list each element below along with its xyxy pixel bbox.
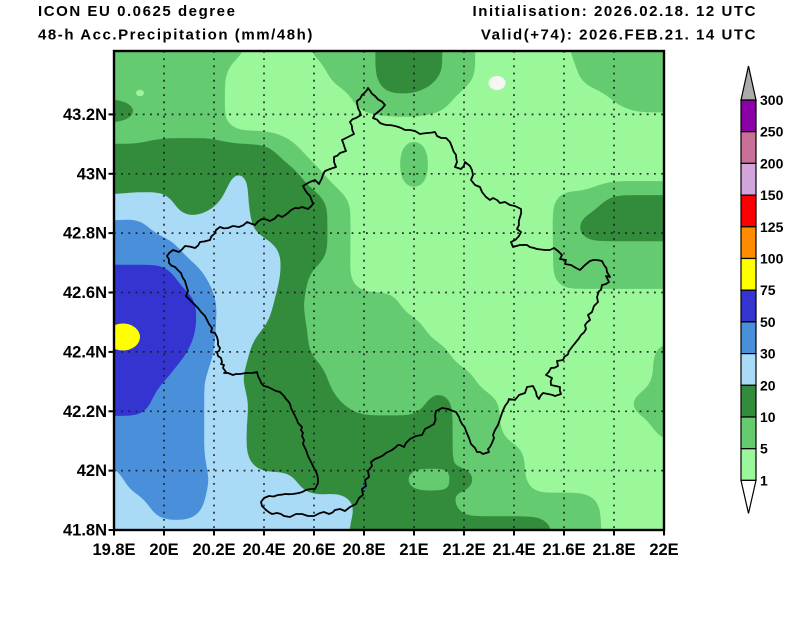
svg-text:20.8E: 20.8E [342,541,385,559]
svg-text:50: 50 [760,314,776,330]
svg-text:19.8E: 19.8E [92,541,135,559]
svg-text:42.4N: 42.4N [63,343,107,361]
svg-text:20: 20 [760,377,776,393]
svg-text:150: 150 [760,187,784,203]
svg-text:ICON EU 0.0625 degree: ICON EU 0.0625 degree [38,3,236,20]
svg-text:21E: 21E [399,541,428,559]
svg-text:43.2N: 43.2N [63,106,107,124]
svg-text:43N: 43N [77,165,107,183]
svg-text:Valid(+74): 2026.FEB.21. 14 UT: Valid(+74): 2026.FEB.21. 14 UTC [481,27,757,44]
svg-text:5: 5 [760,441,768,457]
svg-text:300: 300 [760,92,784,108]
svg-text:1: 1 [760,472,768,488]
svg-text:10: 10 [760,409,776,425]
svg-text:20E: 20E [149,541,178,559]
svg-text:41.8N: 41.8N [63,522,107,540]
svg-text:20.6E: 20.6E [292,541,335,559]
svg-text:20.2E: 20.2E [192,541,235,559]
svg-text:21.2E: 21.2E [442,541,485,559]
svg-text:21.8E: 21.8E [592,541,635,559]
svg-text:42.8N: 42.8N [63,225,107,243]
svg-text:Initialisation: 2026.02.18. 12: Initialisation: 2026.02.18. 12 UTC [473,3,757,20]
svg-text:42.2N: 42.2N [63,403,107,421]
svg-text:125: 125 [760,219,784,235]
svg-text:20.4E: 20.4E [242,541,285,559]
svg-text:100: 100 [760,251,784,267]
svg-text:75: 75 [760,282,776,298]
svg-text:48-h Acc.Precipitation (mm/48h: 48-h Acc.Precipitation (mm/48h) [38,27,314,44]
svg-text:21.6E: 21.6E [542,541,585,559]
svg-text:250: 250 [760,124,784,140]
svg-text:42.6N: 42.6N [63,284,107,302]
svg-text:22E: 22E [649,541,678,559]
svg-text:200: 200 [760,155,784,171]
svg-text:30: 30 [760,346,776,362]
svg-text:42N: 42N [77,462,107,480]
svg-text:21.4E: 21.4E [492,541,535,559]
